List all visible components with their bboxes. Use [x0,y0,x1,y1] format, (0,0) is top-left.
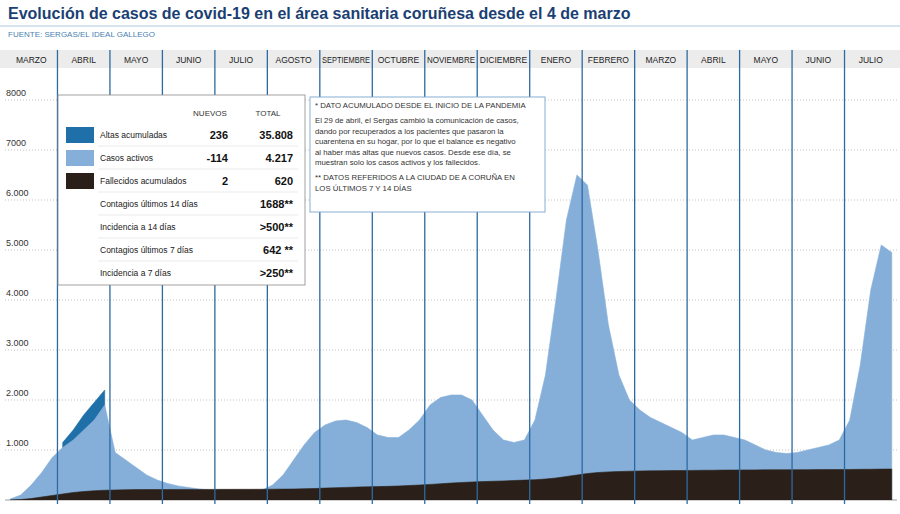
x-tick-label: JULIO [229,55,253,65]
legend-column-header: TOTAL [255,109,281,118]
month-divider [844,50,845,504]
legend-value: 2 [222,175,228,187]
x-tick-label: MAYO [124,55,149,65]
legend-label: Casos activos [100,153,153,163]
note-line: El 29 de abril, el Sergas cambió la comu… [315,116,519,125]
indicator-separator [98,215,298,216]
series-area [10,469,892,500]
y-tick-label: 5.000 [6,238,29,248]
x-tick-label: MAYO [754,55,779,65]
title-rule [0,26,900,27]
legend-separator [98,192,298,193]
note-line: * DATO ACUMULADO DESDE EL INICIO DE LA P… [315,101,527,110]
y-tick-label: 1.000 [6,438,29,448]
chart-root: Evolución de casos de covid-19 en el áre… [0,0,900,514]
x-tick-label: MARZO [16,55,47,65]
grid-line [5,300,897,301]
indicator-separator [98,261,298,262]
grid-line [5,350,897,351]
x-tick-label: JUNIO [806,55,832,65]
month-divider [791,50,792,504]
indicator-label: Contagios últimos 7 días [100,245,193,255]
x-tick-label: OCTUBRE [378,55,420,65]
subtitle: FUENTE: SERGAS/EL IDEAL GALLEGO [8,30,155,39]
y-tick-label: 8000 [6,88,26,98]
indicator-value: >250** [260,267,294,279]
note-line: ** DATOS REFERIDOS A LA CIUDAD DE A CORU… [315,173,515,182]
legend-value: 236 [210,129,228,141]
indicator-label: Incidencia a 7 días [100,268,171,278]
notes-box [310,97,545,212]
indicator-label: Incidencia a 14 días [100,222,176,232]
y-tick-label: 3.000 [6,338,29,348]
legend-value: -114 [207,152,229,164]
month-divider [686,50,687,504]
series-area [10,175,892,500]
x-tick-label: NOVIEMBRE [427,55,475,65]
legend-box [58,95,305,285]
legend-swatch [66,127,94,143]
legend-column-header: NUEVOS [193,109,227,118]
y-tick-label: 6.000 [6,188,29,198]
note-line: cuarentena en su hogar, por lo que el ba… [315,137,516,146]
x-tick-label: JULIO [859,55,883,65]
x-tick-label: ABRIL [71,55,96,65]
month-divider [634,50,635,504]
notes: * DATO ACUMULADO DESDE EL INICIO DE LA P… [310,97,545,212]
legend-label: Altas acumuladas [100,130,167,140]
y-tick-label: 4.000 [6,288,29,298]
x-tick-label: SEPTIEMBRE [322,55,370,65]
note-line: dando por recuperados a los pacientes qu… [315,127,504,136]
indicator-separator [98,238,298,239]
x-tick-label: AGOSTO [275,55,312,65]
x-tick-label: MARZO [646,55,677,65]
x-tick-label: DICIEMBRE [480,55,528,65]
legend: NUEVOS TOTAL Altas acumuladas 236 35.808 Caso… [58,95,305,285]
month-divider [582,50,583,504]
legend-value: 35.808 [259,129,293,141]
y-tick-label: 2.000 [6,388,29,398]
legend-separator [98,146,298,147]
x-tick-label: JUNIO [176,55,202,65]
indicator-value: 642 ** [263,244,294,256]
legend-swatch [66,173,94,189]
month-divider [739,50,740,504]
title: Evolución de casos de covid-19 en el áre… [8,5,631,22]
legend-label: Fallecidos acumulados [100,176,186,186]
note-line: LOS ÚLTIMOS 7 Y 14 DÍAS [315,184,412,193]
month-band [0,50,900,68]
legend-swatch [66,150,94,166]
indicator-value: 1688** [260,198,294,210]
x-tick-label: ABRIL [701,55,726,65]
legend-value: 620 [275,175,293,187]
indicator-value: >500** [260,221,294,233]
note-line: al haber más altas que nuevos casos. Des… [315,148,511,157]
legend-value: 4.217 [265,152,293,164]
plot-area [10,175,892,500]
x-tick-label: ENERO [541,55,572,65]
legend-separator [98,169,298,170]
note-line: muestran solo los casos activos y los fa… [315,158,480,167]
x-tick-label: FEBRERO [588,55,629,65]
indicator-label: Contagios últimos 14 días [100,199,198,209]
y-tick-label: 7000 [6,138,26,148]
